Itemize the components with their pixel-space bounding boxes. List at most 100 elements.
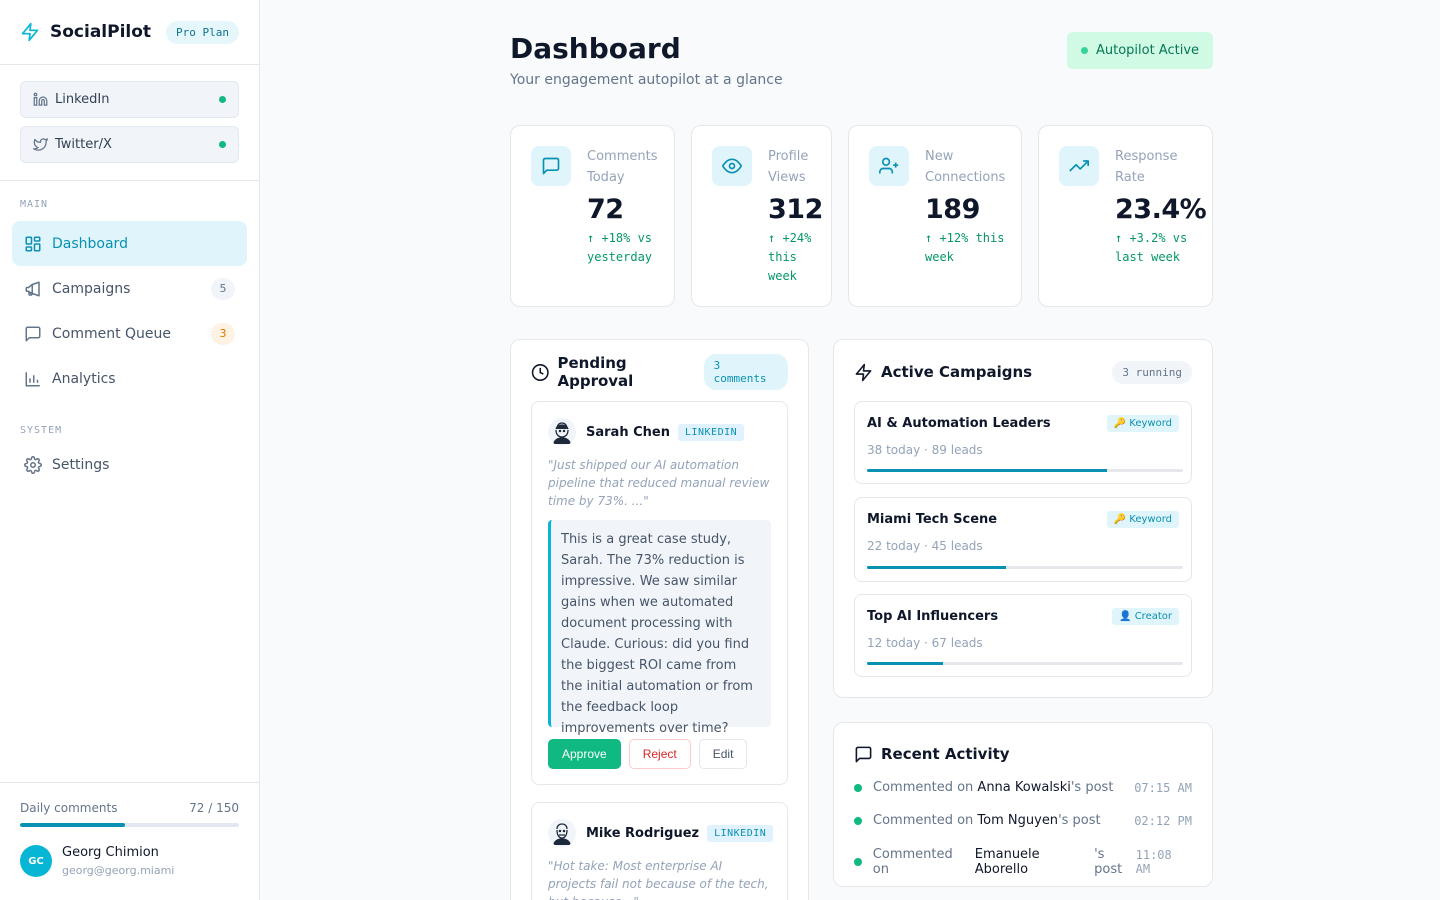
stat-delta: ↑ +3.2% vs last week xyxy=(1115,231,1188,264)
original-post-quote: "Hot take: Most enterprise AI projects f… xyxy=(548,859,769,900)
nav-item-analytics[interactable]: Analytics xyxy=(12,356,247,401)
campaign-progress-bar xyxy=(867,662,1183,665)
trending-up-icon xyxy=(1059,146,1099,186)
stat-delta: ↑ +18% vs yesterday xyxy=(587,231,653,264)
account-linkedin[interactable]: LinkedIn xyxy=(20,81,239,118)
sidebar-footer: Daily comments 72 / 150 GC Georg Chimion… xyxy=(0,782,259,900)
account-twitter[interactable]: Twitter/X xyxy=(20,126,239,163)
running-count-badge: 3 running xyxy=(1112,360,1192,384)
usage-label: Daily comments xyxy=(20,801,118,815)
author-avatar xyxy=(548,819,576,847)
brand-name: SocialPilot xyxy=(50,22,152,42)
activity-prefix: Commented on xyxy=(872,847,953,877)
brand-header: SocialPilot Pro Plan xyxy=(0,0,259,65)
stat-label: Comments Today xyxy=(587,149,658,185)
activity-suffix: 's post xyxy=(1070,780,1114,795)
activity-person[interactable]: Tom Nguyen xyxy=(977,813,1059,828)
nav-item-label: Campaigns xyxy=(52,280,131,297)
status-label: Autopilot Active xyxy=(1095,43,1200,58)
megaphone-icon xyxy=(25,281,40,296)
activity-item: Commented on Anna Kowalski's post 07:15 … xyxy=(854,780,1192,795)
edit-button[interactable]: Edit xyxy=(698,739,748,769)
campaign-name: AI & Automation Leaders xyxy=(867,416,1051,431)
nav-item-settings[interactable]: Settings xyxy=(12,442,247,487)
activity-time: 07:15 AM xyxy=(1134,780,1192,795)
stat-value: 312 xyxy=(768,194,823,225)
campaign-type-tag: 👤 Creator xyxy=(1112,608,1179,625)
original-post-quote: "Just shipped our AI automation pipeline… xyxy=(548,458,770,508)
pending-approval-card: Pending Approval 3 comments Sarah Chen L… xyxy=(510,339,809,900)
approval-actions: Approve Reject Edit xyxy=(548,739,748,769)
campaign-progress-bar xyxy=(867,566,1183,569)
campaign-type-tag: 🔑 Keyword xyxy=(1106,511,1179,528)
card-title: Recent Activity xyxy=(881,745,1010,763)
stat-value: 23.4% xyxy=(1115,194,1207,225)
system-nav: Settings xyxy=(0,442,259,487)
campaign-meta: 12 today · 67 leads xyxy=(867,636,983,650)
campaign-progress-bar xyxy=(867,469,1183,472)
campaign-progress-fill xyxy=(867,566,1007,569)
dashboard-icon xyxy=(25,236,41,251)
activity-item: Commented on Emanuele Aborello 's post 11… xyxy=(854,847,1192,877)
stat-card-comments: Comments Today 72 ↑ +18% vs yesterday xyxy=(510,125,675,307)
gear-icon xyxy=(24,455,42,474)
nav-item-label: Settings xyxy=(52,456,110,473)
nav-item-dashboard[interactable]: Dashboard xyxy=(12,221,247,266)
section-label-main: MAIN xyxy=(20,199,49,210)
user-name: Georg Chimion xyxy=(62,845,159,860)
approve-button[interactable]: Approve xyxy=(548,739,621,769)
user-email: georg@georg.miami xyxy=(62,864,175,877)
approval-item: Mike Rodriguez LINKEDIN "Hot take: Most … xyxy=(531,802,788,900)
nav-item-label: Comment Queue xyxy=(52,325,172,342)
nav-item-label: Analytics xyxy=(52,370,116,387)
account-label: Twitter/X xyxy=(55,137,112,152)
campaigns-count-badge: 5 xyxy=(211,277,235,300)
campaign-meta: 22 today · 45 leads xyxy=(867,539,983,553)
stat-value: 189 xyxy=(925,194,980,225)
activity-suffix: 's post xyxy=(1058,813,1101,828)
author-name: Sarah Chen xyxy=(586,424,670,440)
activity-time: 02:12 PM xyxy=(1134,813,1192,828)
connected-accounts: LinkedIn Twitter/X xyxy=(0,65,259,181)
campaign-item[interactable]: Top AI Influencers 👤 Creator 12 today · … xyxy=(854,594,1192,677)
nav-item-campaigns[interactable]: Campaigns 5 xyxy=(12,266,247,311)
nav-item-label: Dashboard xyxy=(52,235,128,252)
campaign-meta: 38 today · 89 leads xyxy=(867,443,983,457)
section-label-system: SYSTEM xyxy=(20,425,63,436)
comment-icon xyxy=(25,326,41,341)
card-title: Active Campaigns xyxy=(881,363,1033,381)
bolt-icon xyxy=(855,363,872,381)
campaign-item[interactable]: Miami Tech Scene 🔑 Keyword 22 today · 45… xyxy=(854,497,1192,582)
activity-person[interactable]: Anna Kowalski xyxy=(977,780,1071,795)
activity-dot xyxy=(854,858,862,866)
campaign-name: Top AI Influencers xyxy=(867,609,999,624)
stat-card-profile-views: Profile Views 312 ↑ +24% this week xyxy=(691,125,832,307)
nav-item-comment-queue[interactable]: Comment Queue 3 xyxy=(12,311,247,356)
campaign-item[interactable]: AI & Automation Leaders 🔑 Keyword 38 tod… xyxy=(854,401,1192,484)
avatar: GC xyxy=(20,845,52,877)
activity-dot xyxy=(854,816,862,825)
campaign-name: Miami Tech Scene xyxy=(867,512,998,527)
daily-usage: Daily comments 72 / 150 xyxy=(20,801,239,815)
stat-delta: ↑ +12% this week xyxy=(925,231,1005,264)
post-author: Sarah Chen LINKEDIN xyxy=(548,418,745,446)
activity-item: Commented on Tom Nguyen's post 02:12 PM xyxy=(854,813,1192,828)
eye-icon xyxy=(712,146,752,186)
bolt-icon xyxy=(21,22,39,42)
stat-card-connections: New Connections 189 ↑ +12% this week xyxy=(848,125,1022,307)
main-nav: Dashboard Campaigns 5 Comment Queue 3 An… xyxy=(0,221,259,401)
user-plus-icon xyxy=(869,146,909,186)
linkedin-icon xyxy=(33,92,48,106)
activity-suffix: 's post xyxy=(1094,847,1123,877)
usage-progress-bar xyxy=(20,823,239,827)
reject-button[interactable]: Reject xyxy=(628,739,691,769)
author-avatar xyxy=(548,418,576,446)
stat-value: 72 xyxy=(587,194,624,225)
autopilot-status-badge: Autopilot Active xyxy=(1067,32,1213,69)
draft-comment[interactable]: This is a great case study, Sarah. The 7… xyxy=(548,520,771,736)
activity-person[interactable]: Emanuele Aborello xyxy=(974,847,1040,877)
user-profile[interactable]: GC Georg Chimion georg@georg.miami xyxy=(20,845,239,877)
activity-prefix: Commented on xyxy=(873,813,974,828)
usage-value: 72 / 150 xyxy=(189,801,239,815)
stat-label: Profile Views xyxy=(768,149,809,185)
